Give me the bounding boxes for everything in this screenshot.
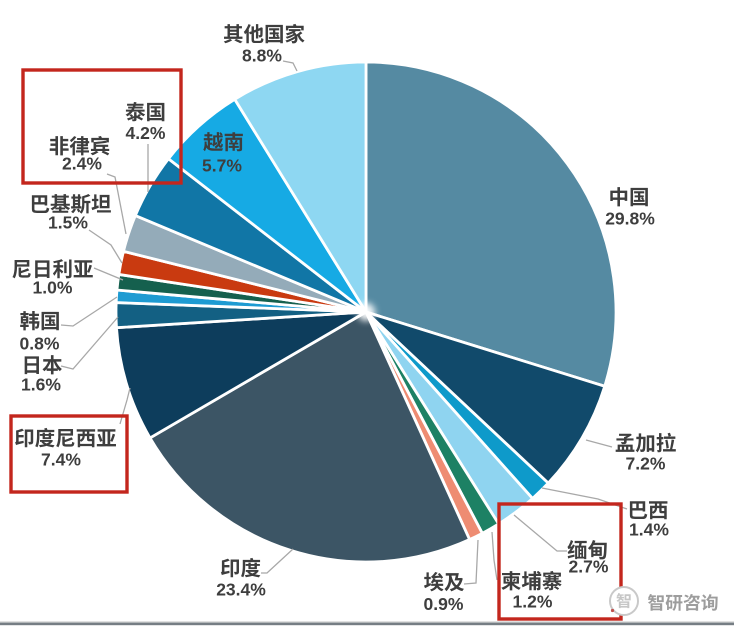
svg-text:8.8%: 8.8% [242, 45, 282, 65]
svg-text:2.7%: 2.7% [569, 556, 609, 576]
svg-text:1.6%: 1.6% [21, 374, 61, 394]
svg-text:2.4%: 2.4% [62, 153, 102, 173]
svg-text:1.5%: 1.5% [48, 212, 88, 232]
svg-text:0.8%: 0.8% [20, 333, 60, 353]
svg-text:1.0%: 1.0% [33, 277, 73, 297]
svg-text:7.2%: 7.2% [626, 453, 666, 473]
svg-text:1.2%: 1.2% [513, 591, 553, 611]
svg-text:23.4%: 23.4% [216, 579, 266, 599]
svg-text:29.8%: 29.8% [605, 208, 655, 228]
svg-text:0.9%: 0.9% [424, 594, 464, 614]
svg-text:5.7%: 5.7% [202, 155, 242, 175]
svg-text:7.4%: 7.4% [41, 449, 81, 469]
svg-text:1.4%: 1.4% [629, 519, 669, 539]
svg-text:4.2%: 4.2% [126, 123, 166, 143]
